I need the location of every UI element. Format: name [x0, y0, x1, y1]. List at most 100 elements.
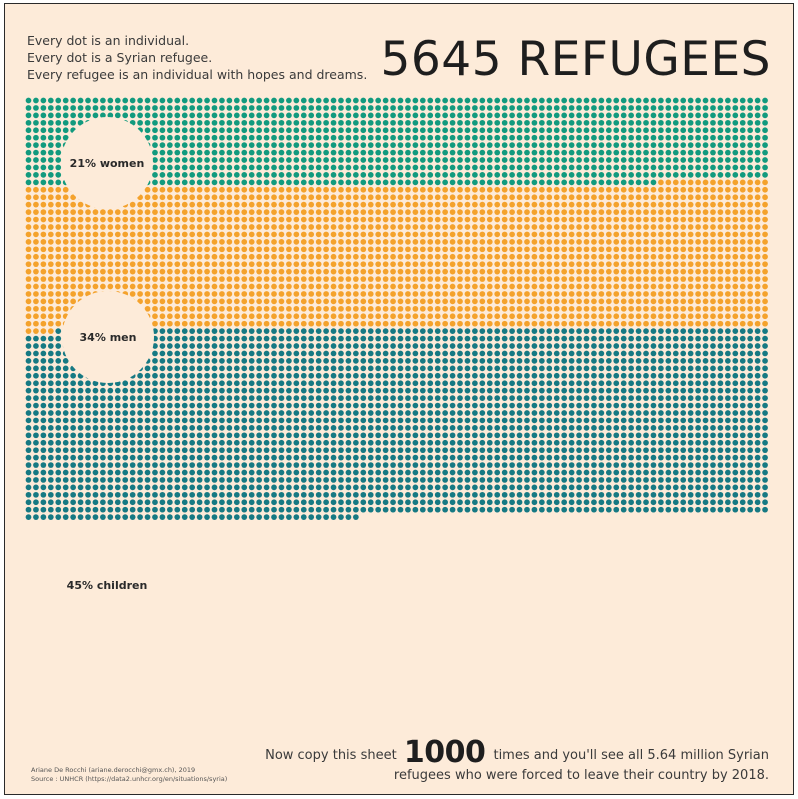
children-dot [152, 350, 158, 357]
men-dot [375, 246, 382, 253]
children-dot [278, 343, 285, 349]
children-dot [680, 462, 687, 468]
men-dot [479, 201, 486, 208]
women-dot [546, 179, 553, 186]
children-dot [271, 447, 277, 454]
men-dot [762, 253, 768, 260]
children-dot [747, 372, 754, 379]
women-dot [605, 119, 612, 126]
men-dot [457, 246, 463, 253]
children-dot [650, 335, 657, 342]
women-dot [687, 149, 694, 156]
men-dot [605, 186, 612, 193]
children-dot [635, 462, 642, 468]
children-dot [308, 432, 315, 439]
women-dot [710, 142, 716, 148]
children-dot [583, 454, 590, 461]
women-dot [457, 172, 463, 178]
women-dot [680, 142, 687, 148]
women-dot [464, 172, 471, 178]
children-dot [360, 350, 367, 357]
children-dot [345, 343, 352, 349]
women-dot [509, 127, 515, 134]
children-dot [315, 462, 322, 468]
men-dot [486, 201, 493, 208]
men-dot [405, 239, 411, 245]
children-dot [658, 439, 664, 446]
men-dot [747, 320, 754, 327]
children-dot [732, 328, 739, 334]
women-dot [591, 112, 597, 119]
women-dot [658, 112, 664, 119]
children-dot [516, 425, 523, 431]
men-dot [754, 209, 761, 215]
men-dot [397, 253, 404, 260]
children-dot [278, 462, 285, 468]
men-dot [643, 320, 649, 327]
men-dot [152, 239, 158, 245]
men-dot [382, 253, 389, 260]
children-dot [367, 454, 374, 461]
men-dot [286, 261, 292, 268]
children-dot [204, 328, 210, 334]
men-dot [315, 283, 322, 290]
men-dot [672, 253, 679, 260]
women-dot [658, 119, 664, 126]
men-dot [55, 194, 62, 201]
children-dot [434, 447, 441, 454]
children-dot [643, 358, 649, 364]
women-dot [211, 112, 218, 119]
men-dot [486, 261, 493, 268]
men-dot [725, 253, 731, 260]
children-dot [658, 380, 664, 387]
children-dot [643, 365, 649, 372]
women-dot [70, 105, 76, 111]
children-dot [308, 447, 315, 454]
women-dot [278, 142, 285, 148]
men-dot [330, 246, 337, 253]
women-dot [315, 134, 322, 141]
women-dot [233, 142, 240, 148]
men-dot [382, 216, 389, 223]
men-dot [315, 276, 322, 282]
children-dot [501, 372, 508, 379]
men-dot [419, 201, 426, 208]
women-dot [516, 157, 523, 163]
children-dot [501, 432, 508, 439]
children-dot [85, 462, 91, 468]
men-dot [665, 276, 672, 282]
women-dot [174, 97, 181, 104]
men-dot [33, 291, 39, 297]
women-dot [196, 149, 203, 156]
men-dot [754, 313, 761, 320]
children-dot [412, 343, 419, 349]
men-dot [181, 186, 188, 193]
women-dot [345, 105, 352, 111]
children-dot [531, 372, 538, 379]
men-dot [114, 261, 121, 268]
children-dot [524, 425, 530, 431]
children-dot [702, 395, 709, 401]
men-dot [695, 209, 701, 215]
women-dot [472, 119, 478, 126]
women-dot [241, 97, 248, 104]
women-dot [174, 149, 181, 156]
women-dot [70, 97, 76, 104]
men-dot [219, 320, 225, 327]
children-dot [747, 328, 754, 334]
women-dot [732, 149, 739, 156]
children-dot [695, 365, 701, 372]
men-dot [256, 216, 262, 223]
children-dot [167, 462, 173, 468]
children-dot [122, 462, 129, 468]
children-dot [271, 358, 277, 364]
men-dot [375, 231, 382, 238]
men-dot [390, 276, 396, 282]
men-dot [650, 298, 657, 305]
children-dot [189, 335, 196, 342]
women-dot [204, 142, 210, 148]
men-dot [256, 194, 262, 201]
men-dot [204, 209, 210, 215]
men-dot [25, 186, 32, 193]
men-dot [472, 224, 478, 230]
